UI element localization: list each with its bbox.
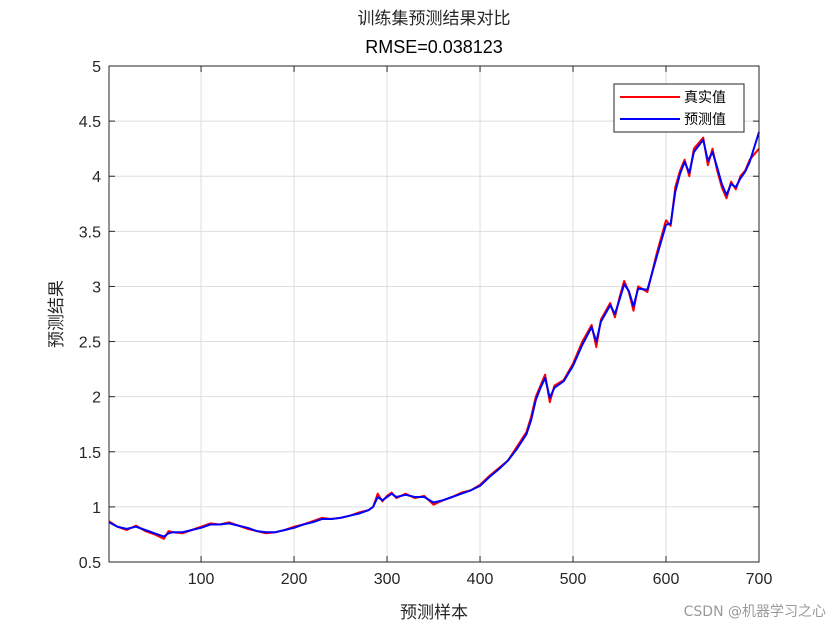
- x-tick-label: 600: [653, 571, 680, 588]
- x-tick-label: 100: [188, 571, 215, 588]
- series-line-predicted: [108, 131, 760, 538]
- x-tick-label: 200: [281, 571, 308, 588]
- chart-title: 训练集预测结果对比: [358, 9, 511, 29]
- x-tick-label: 500: [560, 571, 587, 588]
- x-tick-label: 700: [746, 571, 773, 588]
- y-tick-label: 1: [92, 500, 101, 517]
- x-tick-label: 300: [374, 571, 401, 588]
- watermark-text: CSDN @机器学习之心: [684, 604, 826, 620]
- y-tick-label: 5: [92, 59, 101, 76]
- y-tick-label: 2.5: [79, 335, 101, 352]
- y-tick-label: 3.5: [79, 224, 101, 241]
- series-lines: [108, 131, 760, 540]
- y-tick-label: 3: [92, 279, 101, 296]
- plot-frame: [108, 65, 760, 563]
- y-tick-label: 2: [92, 390, 101, 407]
- legend-label-predicted: 预测值: [684, 112, 726, 128]
- y-tick-label: 1.5: [79, 445, 101, 462]
- y-tick-label: 4: [92, 169, 101, 186]
- legend-label-true: 真实值: [684, 90, 726, 106]
- y-tick-label: 4.5: [79, 114, 101, 131]
- legend: 真实值 预测值: [613, 83, 745, 133]
- axis-ticks: [109, 65, 760, 563]
- legend-box: [613, 83, 745, 133]
- plot-area: [109, 66, 759, 562]
- x-axis-label: 预测样本: [400, 603, 468, 623]
- x-tick-label: 400: [467, 571, 494, 588]
- tick-labels: 100 200 300 400 500 600 700 0.5 1 1.5 2 2.5 3 3.5 4 4.5…: [79, 59, 773, 588]
- y-tick-label: 0.5: [79, 555, 101, 572]
- y-axis-label: 预测结果: [47, 280, 67, 348]
- chart-subtitle: RMSE=0.038123: [365, 37, 503, 57]
